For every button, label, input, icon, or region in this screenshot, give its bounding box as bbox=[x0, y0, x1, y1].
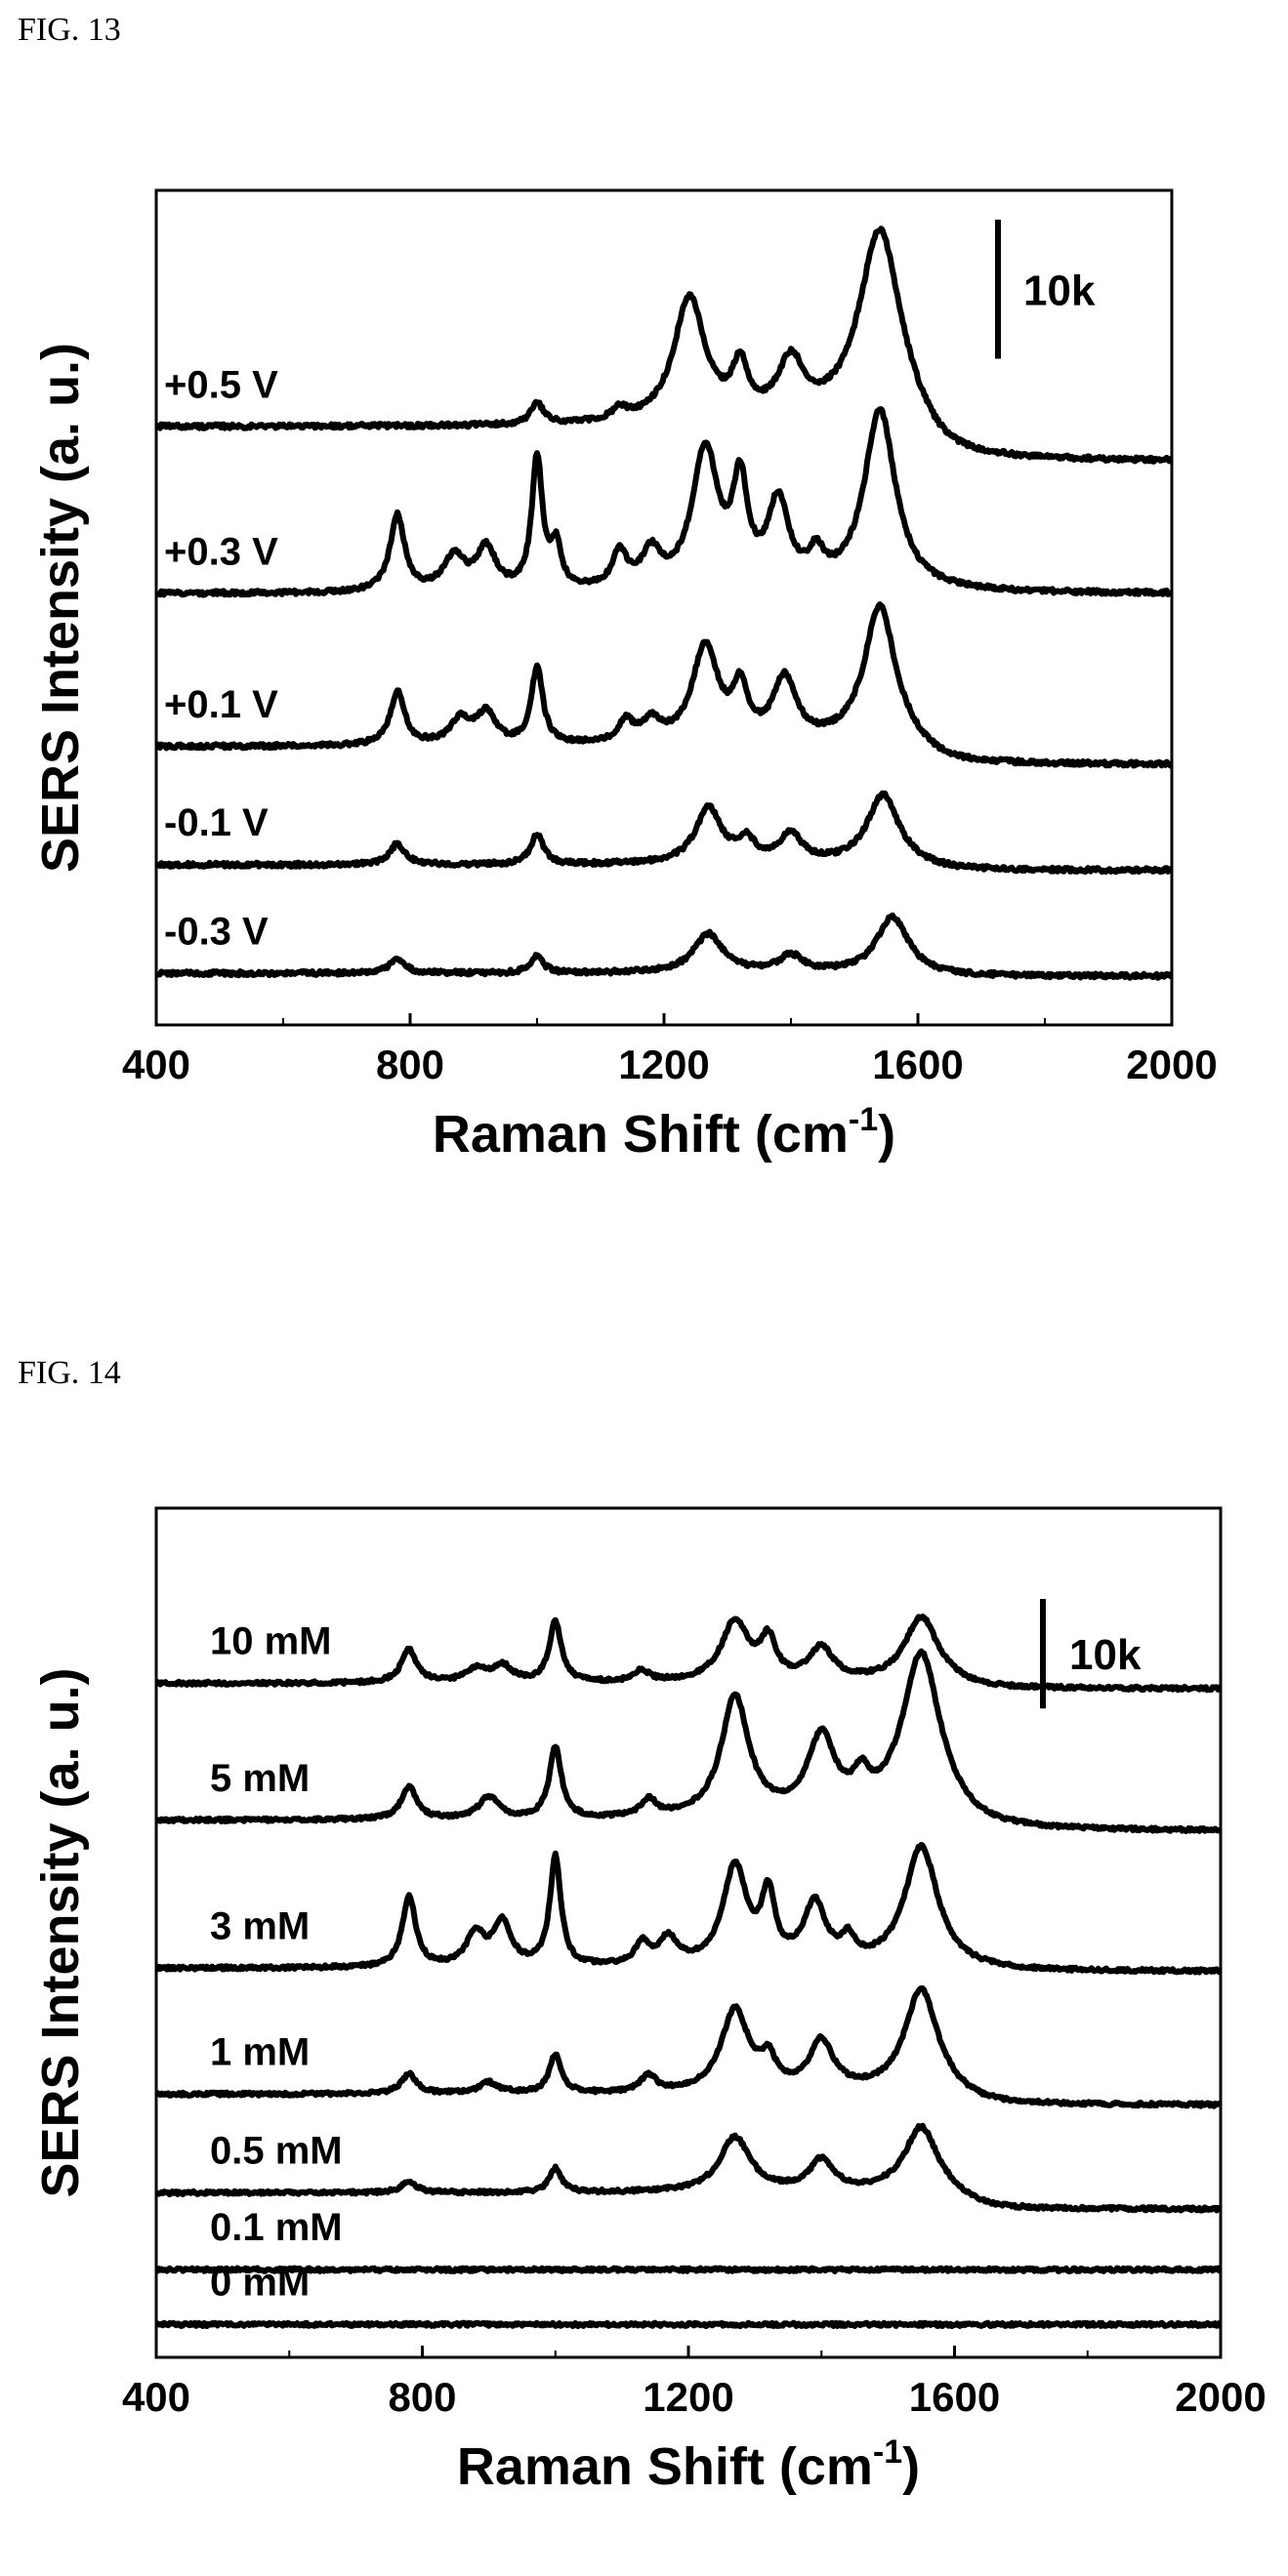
series-line bbox=[156, 2265, 1221, 2274]
fig14-sers-chart: 400 800 1200 1600 2000 Raman Shift (cm-1) SERS… bbox=[31, 1506, 1267, 2496]
series-label: +0.3 V bbox=[164, 530, 278, 573]
series-line bbox=[156, 1984, 1221, 2109]
x-tick-label: 2000 bbox=[1126, 1042, 1217, 1087]
series-label: +0.1 V bbox=[164, 683, 278, 726]
x-tick-label: 800 bbox=[376, 1042, 444, 1087]
x-tick-label: 1200 bbox=[643, 2374, 733, 2420]
series-line bbox=[156, 2319, 1221, 2329]
x-axis-title: Raman Shift (cm-1) bbox=[457, 2433, 920, 2496]
figure-14-label: FIG. 14 bbox=[18, 1355, 121, 1391]
series-line bbox=[156, 601, 1172, 769]
series-label: -0.3 V bbox=[164, 910, 269, 953]
scale-bar-label: 10k bbox=[1069, 1631, 1142, 1679]
plot-frame bbox=[154, 188, 1174, 1027]
figure-13-label: FIG. 13 bbox=[18, 12, 121, 48]
series-line bbox=[156, 1841, 1221, 1976]
y-axis-title: SERS Intensity (a. u.) bbox=[31, 1667, 90, 2197]
x-tick-label: 1600 bbox=[909, 2374, 1000, 2420]
series-line bbox=[156, 225, 1172, 465]
series-label: 1 mM bbox=[210, 2031, 310, 2074]
series-label: 0 mM bbox=[210, 2261, 310, 2304]
series-label: 0.1 mM bbox=[210, 2206, 343, 2249]
x-tick-label: 400 bbox=[122, 1042, 190, 1087]
x-tick-label: 400 bbox=[122, 2374, 190, 2420]
series-line bbox=[156, 1614, 1221, 1694]
fig13-sers-chart: 400 800 1200 1600 2000 Raman Shift (cm-1) SERS… bbox=[31, 188, 1218, 1164]
series-label: +0.5 V bbox=[164, 363, 278, 406]
series-label: 0.5 mM bbox=[210, 2130, 343, 2173]
series-label: -0.1 V bbox=[164, 801, 269, 844]
x-tick-label: 2000 bbox=[1175, 2374, 1266, 2420]
series-line bbox=[156, 2122, 1221, 2214]
series-label: 10 mM bbox=[210, 1620, 332, 1663]
series-line bbox=[156, 1648, 1221, 1834]
series-label: 3 mM bbox=[210, 1904, 310, 1947]
x-tick-label: 1600 bbox=[872, 1042, 963, 1087]
x-axis-title: Raman Shift (cm-1) bbox=[433, 1101, 895, 1164]
scale-bar-label: 10k bbox=[1023, 266, 1096, 314]
x-tick-label: 1200 bbox=[618, 1042, 709, 1087]
y-axis-title: SERS Intensity (a. u.) bbox=[31, 343, 90, 873]
series-line bbox=[156, 406, 1172, 598]
series-line bbox=[156, 912, 1172, 981]
series-label: 5 mM bbox=[210, 1757, 310, 1800]
x-tick-label: 800 bbox=[388, 2374, 456, 2420]
series-line bbox=[156, 790, 1172, 876]
